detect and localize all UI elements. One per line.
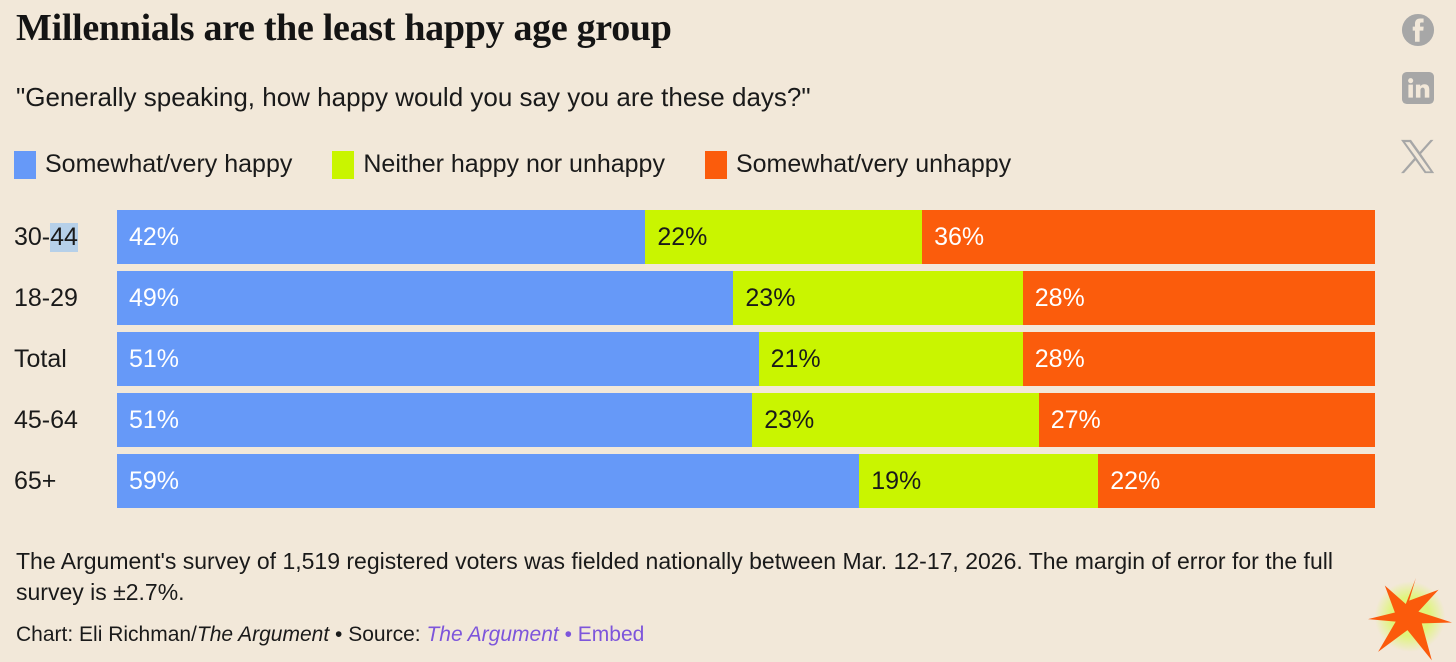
selected-text: 44 <box>50 222 78 252</box>
legend-swatch-green <box>332 150 355 179</box>
credit-chart-label: Chart: Eli Richman/ <box>16 623 197 646</box>
linkedin-share-icon[interactable] <box>1401 72 1434 104</box>
bar-segment-somewhat-very-happy[interactable]: 42% <box>117 210 646 264</box>
bar-row-18-29: 18-29 49% 23% 28% <box>14 271 1375 325</box>
bar-track: 49% 23% 28% <box>117 271 1375 325</box>
logo-star <box>1368 578 1452 661</box>
bar-segment-somewhat-very-happy[interactable]: 51% <box>117 393 753 447</box>
bar-segment-neither-happy-nor-unhappy[interactable]: 22% <box>645 210 923 264</box>
bar-segment-somewhat-very-unhappy[interactable]: 36% <box>922 210 1375 264</box>
bar-segment-neither-happy-nor-unhappy[interactable]: 23% <box>733 271 1023 325</box>
bar-row-30-44: 30- 44 42% 22% 36% <box>14 210 1375 264</box>
bar-segment-somewhat-very-unhappy[interactable]: 28% <box>1022 271 1375 325</box>
legend-item-somewhat-very-unhappy: Somewhat/very unhappy <box>704 150 1012 179</box>
value-label: 49% <box>129 283 180 312</box>
bar-segment-somewhat-very-happy[interactable]: 49% <box>117 271 734 325</box>
bar-segment-somewhat-very-happy[interactable]: 51% <box>117 332 759 386</box>
credit-source-label: Source: <box>348 623 427 646</box>
source-link[interactable]: The Argument <box>426 623 559 646</box>
page-title: Millennials are the least happy age grou… <box>16 7 672 49</box>
value-label: 59% <box>129 466 180 495</box>
footer-note: The Argument's survey of 1,519 registere… <box>16 548 1333 606</box>
value-label: 28% <box>1034 344 1085 373</box>
value-label: 42% <box>129 222 180 251</box>
bar-row-45-64: 45-64 51% 23% 27% <box>14 393 1375 447</box>
bar-segment-neither-happy-nor-unhappy[interactable]: 21% <box>758 332 1023 386</box>
legend-item-neither-happy-nor-unhappy: Neither happy nor unhappy <box>332 150 665 179</box>
value-label: 22% <box>657 222 708 251</box>
row-label: Total <box>14 344 67 373</box>
legend-swatch-orange <box>704 150 727 179</box>
social-share-column <box>1399 13 1436 175</box>
embed-link[interactable]: Embed <box>577 623 645 646</box>
value-label: 51% <box>129 405 180 434</box>
credit-separator: • <box>329 623 349 646</box>
row-label: 45-64 <box>14 405 78 434</box>
row-label: 65+ <box>14 466 57 495</box>
facebook-share-icon[interactable] <box>1401 13 1435 47</box>
value-label: 36% <box>934 222 985 251</box>
argument-starburst-logo[interactable] <box>1368 578 1452 662</box>
legend-item-somewhat-very-happy: Somewhat/very happy <box>14 150 292 179</box>
chart-subtitle: "Generally speaking, how happy would you… <box>16 82 811 112</box>
bar-segment-neither-happy-nor-unhappy[interactable]: 23% <box>752 393 1039 447</box>
value-label: 23% <box>745 283 796 312</box>
bar-segment-somewhat-very-happy[interactable]: 59% <box>117 454 860 508</box>
legend-label: Neither happy nor unhappy <box>363 150 665 178</box>
value-label: 21% <box>770 344 821 373</box>
legend-swatch-blue <box>14 150 36 179</box>
bar-track: 59% 19% 22% <box>117 454 1375 508</box>
bar-track: 42% 22% 36% <box>117 210 1375 264</box>
value-label: 22% <box>1110 466 1161 495</box>
legend-label: Somewhat/very unhappy <box>735 150 1012 178</box>
value-label: 23% <box>764 405 815 434</box>
legend-label: Somewhat/very happy <box>45 150 293 178</box>
bar-track: 51% 21% 28% <box>117 332 1375 386</box>
bar-chart-rows: 30- 44 42% 22% 36% 18-29 49% 23% 28% Total 51% 21% 2… <box>14 210 1375 508</box>
bar-segment-somewhat-very-unhappy[interactable]: 27% <box>1038 393 1375 447</box>
row-label: 30- 44 <box>14 222 78 252</box>
bar-track: 51% 23% 27% <box>117 393 1375 447</box>
bar-row-65: 65+ 59% 19% 22% <box>14 454 1375 508</box>
credit-separator: • <box>558 623 578 646</box>
value-label: 51% <box>129 344 180 373</box>
bar-segment-somewhat-very-unhappy[interactable]: 22% <box>1098 454 1375 508</box>
bar-row-total: Total 51% 21% 28% <box>14 332 1375 386</box>
value-label: 28% <box>1034 283 1085 312</box>
credit-author-publication: The Argument <box>196 623 330 646</box>
value-label: 19% <box>871 466 922 495</box>
legend: Somewhat/very happy Neither happy nor un… <box>14 150 1011 179</box>
value-label: 27% <box>1050 405 1101 434</box>
bar-segment-neither-happy-nor-unhappy[interactable]: 19% <box>859 454 1099 508</box>
x-share-icon[interactable] <box>1399 138 1436 175</box>
bar-segment-somewhat-very-unhappy[interactable]: 28% <box>1022 332 1375 386</box>
credit-line: Chart: Eli Richman/The Argument • Source… <box>16 623 644 647</box>
row-label: 18-29 <box>14 283 78 312</box>
